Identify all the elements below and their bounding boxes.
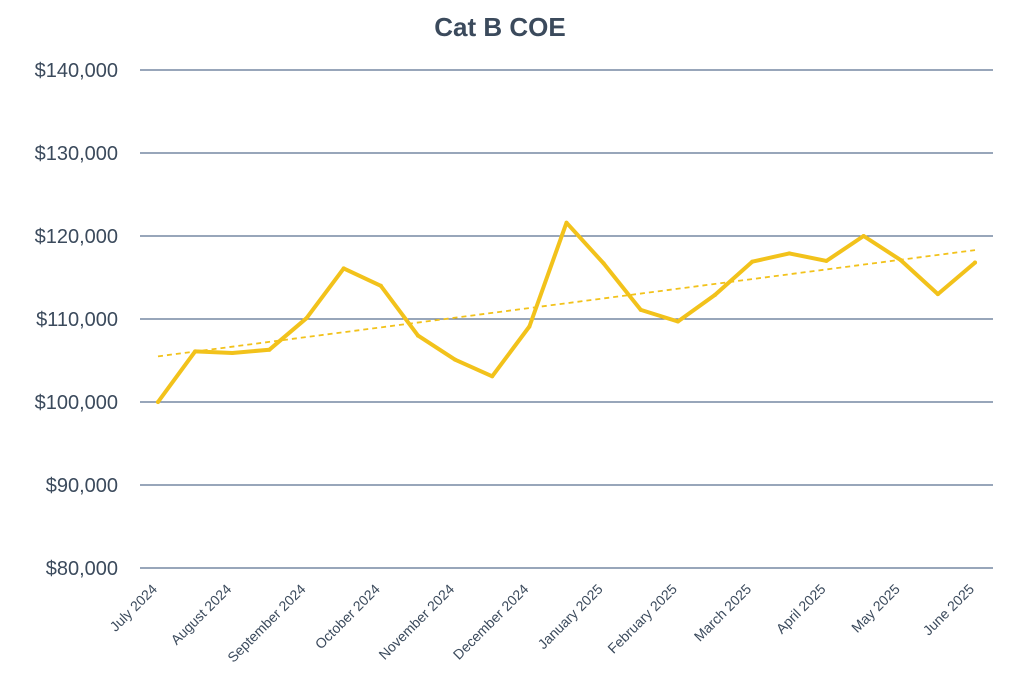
y-tick-label: $80,000: [46, 558, 118, 580]
trendline-group: [157, 249, 976, 358]
data-point: [490, 374, 495, 379]
x-tick-label: June 2025: [920, 581, 978, 639]
x-tick-label: April 2025: [773, 581, 829, 637]
data-point: [638, 307, 643, 312]
x-tick-label: September 2024: [224, 581, 309, 666]
y-axis-tick-labels: $80,000 $90,000 $100,000 $110,000 $120,000 $1…: [35, 60, 118, 580]
x-tick-label: March 2025: [691, 581, 755, 645]
y-tick-label: $130,000: [35, 143, 118, 165]
y-tick-label: $120,000: [35, 226, 118, 248]
y-tick-label: $140,000: [35, 60, 118, 82]
data-point: [267, 347, 272, 352]
data-point: [156, 400, 160, 404]
data-point: [304, 316, 309, 321]
gridlines: [140, 69, 993, 569]
x-tick-label: February 2025: [604, 581, 680, 657]
data-point: [750, 259, 755, 264]
y-tick-label: $90,000: [46, 475, 118, 497]
data-point: [453, 357, 458, 362]
x-tick-label: October 2024: [312, 581, 383, 652]
data-point: [898, 258, 903, 263]
data-point: [861, 234, 866, 238]
x-tick-label: July 2024: [106, 581, 160, 635]
x-tick-label: May 2025: [848, 581, 903, 636]
data-point: [787, 251, 792, 256]
x-tick-label: November 2024: [375, 581, 457, 663]
data-point: [824, 258, 829, 263]
data-point: [713, 292, 718, 297]
data-point: [527, 324, 532, 329]
x-tick-label: December 2024: [450, 581, 532, 663]
chart-title: Cat B COE: [434, 12, 565, 42]
data-point: [415, 333, 420, 338]
trendline: [157, 249, 976, 358]
data-point: [601, 261, 606, 266]
x-tick-label: August 2024: [167, 581, 234, 648]
series-line: [156, 220, 977, 404]
data-point: [230, 351, 235, 356]
y-tick-label: $110,000: [36, 309, 118, 331]
data-point: [378, 283, 383, 288]
data-point: [564, 220, 569, 225]
data-point: [341, 266, 346, 271]
data-point: [193, 349, 198, 354]
y-tick-label: $100,000: [35, 392, 118, 414]
x-tick-label: January 2025: [534, 581, 605, 652]
data-point: [935, 292, 940, 297]
data-point: [973, 260, 977, 265]
data-point: [675, 319, 680, 324]
series-group: [156, 220, 977, 404]
